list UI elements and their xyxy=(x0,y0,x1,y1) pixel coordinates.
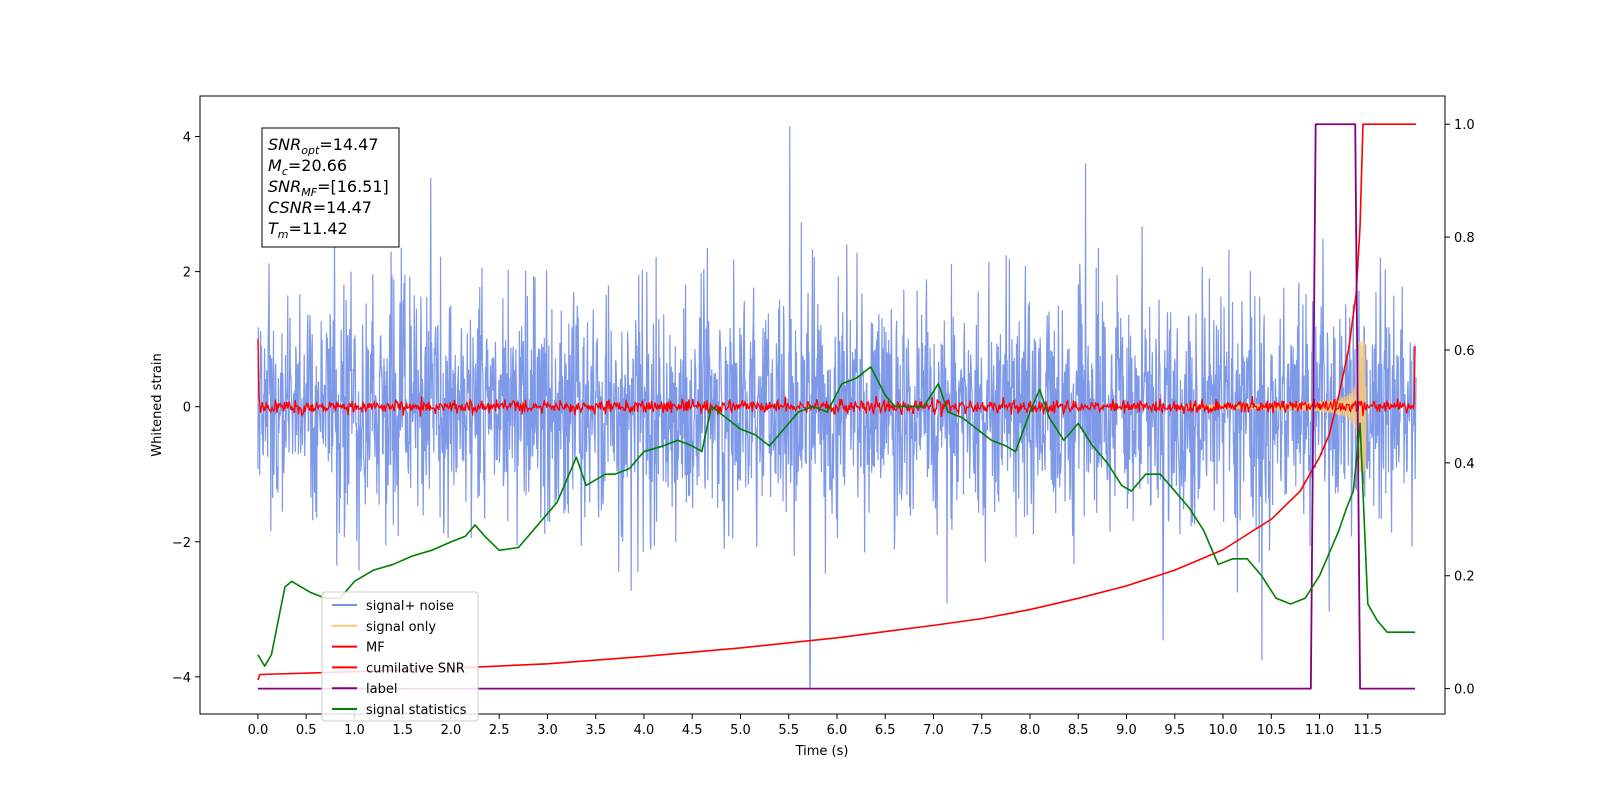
legend-label: signal statistics xyxy=(366,703,467,718)
x-tick-label: 8.0 xyxy=(1020,723,1041,738)
x-tick-label: 1.0 xyxy=(344,723,365,738)
x-tick-label: 6.0 xyxy=(827,723,848,738)
y2-tick-label: 0.2 xyxy=(1454,570,1475,585)
x-tick-label: 1.5 xyxy=(392,723,413,738)
y-tick-label: −2 xyxy=(172,536,191,551)
annotation-frame xyxy=(261,127,400,248)
x-tick-label: 10.0 xyxy=(1209,723,1238,738)
x-axis-label: Time (s) xyxy=(795,744,849,759)
x-tick-label: 7.5 xyxy=(971,723,992,738)
legend-label: signal+ noise xyxy=(366,599,454,614)
x-tick-label: 7.0 xyxy=(923,723,944,738)
y-tick-label: 0 xyxy=(183,401,191,416)
y2-tick-label: 0.0 xyxy=(1454,683,1475,698)
legend-label: cumilative SNR xyxy=(366,661,465,676)
x-tick-label: 5.5 xyxy=(778,723,799,738)
series-signal-noise-line xyxy=(257,126,1417,688)
y-axis-left: −4 −2 0 2 4 xyxy=(172,131,200,686)
y-tick-label: 2 xyxy=(183,266,191,281)
x-tick-label: 3.0 xyxy=(537,723,558,738)
y-axis-right: 0.0 0.2 0.4 0.6 0.8 1.0 xyxy=(1445,118,1475,698)
x-tick-label: 5.0 xyxy=(730,723,751,738)
legend-label: label xyxy=(366,682,397,697)
y-axis-label: Whitened strain xyxy=(150,353,165,456)
legend-frame xyxy=(321,591,479,722)
y2-tick-label: 0.8 xyxy=(1454,231,1475,246)
x-tick-label: 0.0 xyxy=(248,723,269,738)
x-tick-label: 11.5 xyxy=(1353,723,1382,738)
x-tick-label: 11.0 xyxy=(1305,723,1334,738)
y-tick-label: 4 xyxy=(183,131,191,146)
annotation-line: Mc=20.66 xyxy=(268,156,347,178)
annotation-line: SNRMF=[16.51] xyxy=(268,177,389,199)
annotation-line: CSNR=14.47 xyxy=(268,198,372,217)
x-tick-label: 4.0 xyxy=(634,723,655,738)
series-signal-statistics-line xyxy=(257,366,1416,667)
y2-tick-label: 0.4 xyxy=(1454,457,1475,472)
y-tick-label: −4 xyxy=(172,671,191,686)
annotation-line: Tm=11.42 xyxy=(268,219,348,241)
x-tick-label: 2.5 xyxy=(489,723,510,738)
annotation-box: SNRopt=14.47Mc=20.66SNRMF=[16.51]CSNR=14… xyxy=(261,127,400,248)
plot-frame xyxy=(199,95,1446,715)
legend: signal+ noise signal only MF cumilative SNR… xyxy=(321,591,479,722)
series-mf-line xyxy=(257,339,1416,418)
x-tick-label: 0.5 xyxy=(296,723,317,738)
x-axis: 0.0 0.5 1.0 1.5 2.0 2.5 3.0 3.5 4.0 4.5 5.0 5.5 6.0 6… xyxy=(248,714,1382,738)
annotation-line: SNRopt=14.47 xyxy=(268,135,379,157)
legend-label: signal only xyxy=(366,620,436,635)
x-tick-label: 6.5 xyxy=(875,723,896,738)
series-label-line xyxy=(257,123,1416,690)
y2-tick-label: 0.6 xyxy=(1454,344,1475,359)
legend-label: MF xyxy=(366,641,385,656)
x-tick-label: 8.5 xyxy=(1068,723,1089,738)
y2-tick-label: 1.0 xyxy=(1454,118,1475,133)
x-tick-label: 10.5 xyxy=(1257,723,1286,738)
series-cumulative-snr-line xyxy=(257,123,1417,681)
plot-area xyxy=(257,123,1417,690)
x-tick-label: 4.5 xyxy=(682,723,703,738)
x-tick-label: 9.5 xyxy=(1164,723,1185,738)
x-tick-label: 2.0 xyxy=(441,723,462,738)
x-tick-label: 9.0 xyxy=(1116,723,1137,738)
x-tick-label: 3.5 xyxy=(585,723,606,738)
